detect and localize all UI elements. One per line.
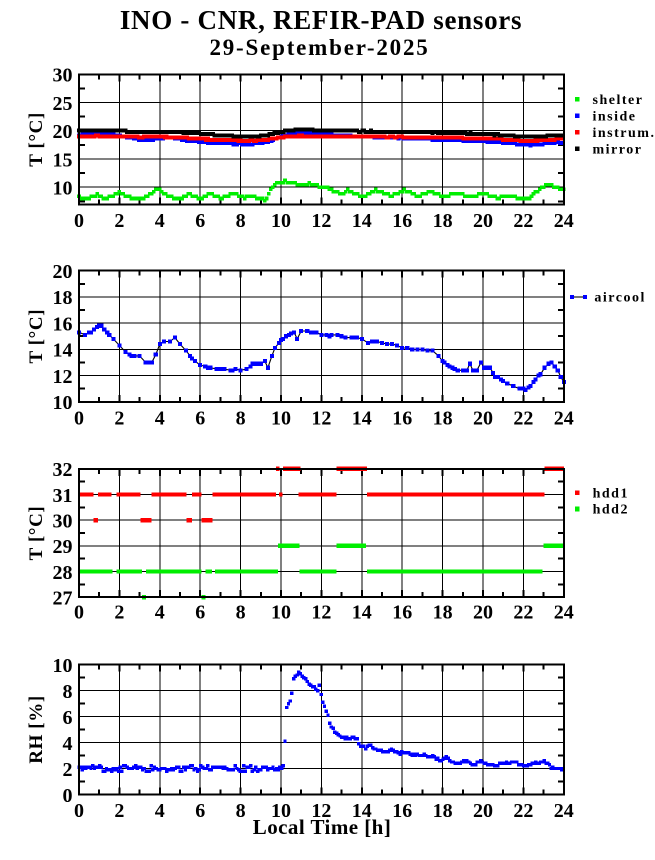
svg-text:30: 30	[53, 65, 73, 87]
svg-text:24: 24	[554, 407, 574, 429]
svg-text:instrum.: instrum.	[593, 126, 655, 141]
svg-text:18: 18	[53, 287, 73, 309]
svg-text:22: 22	[513, 407, 533, 429]
svg-text:4: 4	[63, 733, 73, 755]
svg-text:2: 2	[114, 602, 124, 624]
svg-text:14: 14	[352, 407, 372, 429]
svg-text:24: 24	[554, 210, 574, 232]
svg-text:shelter: shelter	[593, 93, 644, 108]
svg-text:8: 8	[63, 681, 73, 703]
svg-text:16: 16	[392, 407, 412, 429]
svg-text:2: 2	[114, 800, 124, 822]
svg-text:22: 22	[513, 800, 533, 822]
svg-text:INO - CNR, REFIR-PAD sensors: INO - CNR, REFIR-PAD sensors	[120, 5, 522, 35]
svg-text:22: 22	[513, 602, 533, 624]
svg-text:10: 10	[271, 210, 291, 232]
svg-text:0: 0	[63, 785, 73, 807]
svg-text:18: 18	[433, 407, 453, 429]
svg-text:24: 24	[554, 602, 574, 624]
svg-text:8: 8	[236, 800, 246, 822]
svg-text:2: 2	[114, 210, 124, 232]
svg-text:RH [%]: RH [%]	[26, 695, 47, 764]
svg-text:T [°C]: T [°C]	[26, 309, 47, 364]
svg-text:14: 14	[352, 210, 372, 232]
svg-text:mirror: mirror	[593, 143, 643, 158]
svg-text:20: 20	[473, 210, 493, 232]
svg-text:hdd1: hdd1	[593, 486, 629, 501]
svg-text:4: 4	[155, 407, 165, 429]
svg-text:20: 20	[473, 602, 493, 624]
svg-text:10: 10	[271, 602, 291, 624]
svg-text:8: 8	[236, 407, 246, 429]
svg-text:25: 25	[53, 93, 73, 115]
svg-text:18: 18	[433, 602, 453, 624]
svg-text:12: 12	[311, 800, 331, 822]
svg-text:10: 10	[53, 392, 73, 414]
svg-text:29: 29	[53, 536, 73, 558]
svg-text:14: 14	[53, 340, 73, 362]
svg-text:0: 0	[74, 602, 84, 624]
svg-text:6: 6	[63, 707, 73, 729]
svg-text:20: 20	[473, 800, 493, 822]
svg-text:hdd2: hdd2	[593, 503, 629, 518]
svg-text:30: 30	[53, 511, 73, 533]
svg-text:31: 31	[53, 485, 73, 507]
svg-text:10: 10	[53, 655, 73, 677]
svg-text:12: 12	[311, 407, 331, 429]
svg-text:Local Time [h]: Local Time [h]	[253, 815, 392, 839]
svg-text:20: 20	[473, 407, 493, 429]
svg-text:20: 20	[53, 261, 73, 283]
svg-text:16: 16	[392, 800, 412, 822]
svg-text:T [°C]: T [°C]	[26, 112, 47, 167]
svg-text:0: 0	[74, 210, 84, 232]
svg-text:6: 6	[195, 407, 205, 429]
svg-text:4: 4	[155, 800, 165, 822]
svg-text:4: 4	[155, 602, 165, 624]
svg-text:10: 10	[271, 407, 291, 429]
svg-text:27: 27	[53, 588, 73, 610]
svg-text:16: 16	[392, 210, 412, 232]
svg-text:6: 6	[195, 210, 205, 232]
svg-text:8: 8	[236, 602, 246, 624]
svg-text:20: 20	[53, 121, 73, 143]
svg-text:16: 16	[392, 602, 412, 624]
svg-text:12: 12	[53, 366, 73, 388]
svg-text:12: 12	[311, 602, 331, 624]
svg-text:28: 28	[53, 562, 73, 584]
svg-text:32: 32	[53, 459, 73, 481]
svg-text:4: 4	[155, 210, 165, 232]
svg-text:6: 6	[195, 800, 205, 822]
svg-text:12: 12	[311, 210, 331, 232]
svg-text:29-September-2025: 29-September-2025	[209, 35, 429, 60]
svg-text:14: 14	[352, 602, 372, 624]
svg-text:22: 22	[513, 210, 533, 232]
svg-text:18: 18	[433, 800, 453, 822]
svg-text:10: 10	[271, 800, 291, 822]
svg-text:0: 0	[74, 800, 84, 822]
svg-text:inside: inside	[593, 109, 637, 124]
svg-text:15: 15	[53, 149, 73, 171]
svg-text:T [°C]: T [°C]	[26, 506, 47, 561]
svg-text:18: 18	[433, 210, 453, 232]
svg-text:24: 24	[554, 800, 574, 822]
svg-text:16: 16	[53, 313, 73, 335]
svg-text:2: 2	[63, 759, 73, 781]
svg-text:2: 2	[114, 407, 124, 429]
svg-text:14: 14	[352, 800, 372, 822]
svg-text:10: 10	[53, 178, 73, 200]
svg-text:aircool: aircool	[594, 291, 645, 306]
svg-text:8: 8	[236, 210, 246, 232]
svg-text:6: 6	[195, 602, 205, 624]
svg-text:0: 0	[74, 407, 84, 429]
